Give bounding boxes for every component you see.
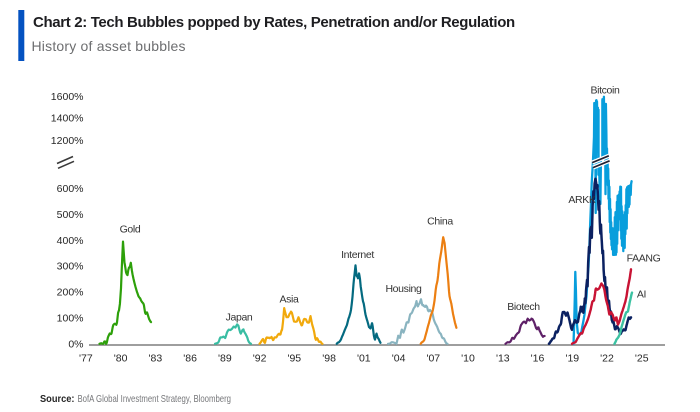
svg-text:Gold: Gold (120, 224, 141, 236)
svg-text:History of asset bubbles: History of asset bubbles (32, 38, 186, 54)
svg-text:'86: '86 (183, 353, 197, 365)
svg-text:Housing: Housing (385, 283, 422, 295)
svg-text:0%: 0% (68, 338, 83, 350)
svg-text:Source:: Source: (40, 394, 75, 405)
svg-text:200%: 200% (57, 287, 84, 299)
svg-text:1600%: 1600% (51, 91, 84, 103)
svg-text:'22: '22 (600, 353, 614, 365)
svg-text:1400%: 1400% (51, 113, 84, 125)
svg-text:'83: '83 (149, 353, 163, 365)
svg-text:Internet: Internet (341, 249, 374, 261)
svg-text:AI: AI (637, 289, 646, 301)
svg-text:'77: '77 (79, 353, 93, 365)
svg-text:300%: 300% (57, 261, 84, 273)
svg-text:'80: '80 (114, 353, 128, 365)
svg-text:Asia: Asia (279, 294, 299, 306)
svg-text:'92: '92 (253, 353, 267, 365)
svg-text:1200%: 1200% (51, 135, 84, 147)
svg-text:'98: '98 (322, 353, 336, 365)
svg-text:100%: 100% (57, 313, 84, 325)
svg-text:'01: '01 (357, 353, 371, 365)
svg-text:ARKK: ARKK (568, 194, 596, 206)
svg-text:BofA Global Investment Strateg: BofA Global Investment Strategy, Bloombe… (78, 394, 232, 405)
svg-text:Biotech: Biotech (507, 301, 540, 313)
svg-text:'10: '10 (461, 353, 475, 365)
svg-text:400%: 400% (57, 235, 84, 247)
svg-text:'13: '13 (496, 353, 510, 365)
svg-text:500%: 500% (57, 209, 84, 221)
svg-text:'07: '07 (426, 353, 440, 365)
svg-text:600%: 600% (57, 183, 84, 195)
svg-text:'19: '19 (565, 353, 579, 365)
svg-text:Bitcoin: Bitcoin (590, 85, 620, 97)
svg-text:'16: '16 (531, 353, 545, 365)
svg-text:Japan: Japan (226, 312, 253, 324)
svg-text:'25: '25 (635, 353, 649, 365)
svg-text:FAANG: FAANG (627, 253, 661, 265)
svg-text:Chart 2: Tech Bubbles popped b: Chart 2: Tech Bubbles popped by Rates, P… (33, 14, 515, 31)
svg-text:'89: '89 (218, 353, 232, 365)
svg-text:'95: '95 (287, 353, 301, 365)
svg-text:'04: '04 (392, 353, 406, 365)
svg-text:China: China (427, 216, 453, 228)
